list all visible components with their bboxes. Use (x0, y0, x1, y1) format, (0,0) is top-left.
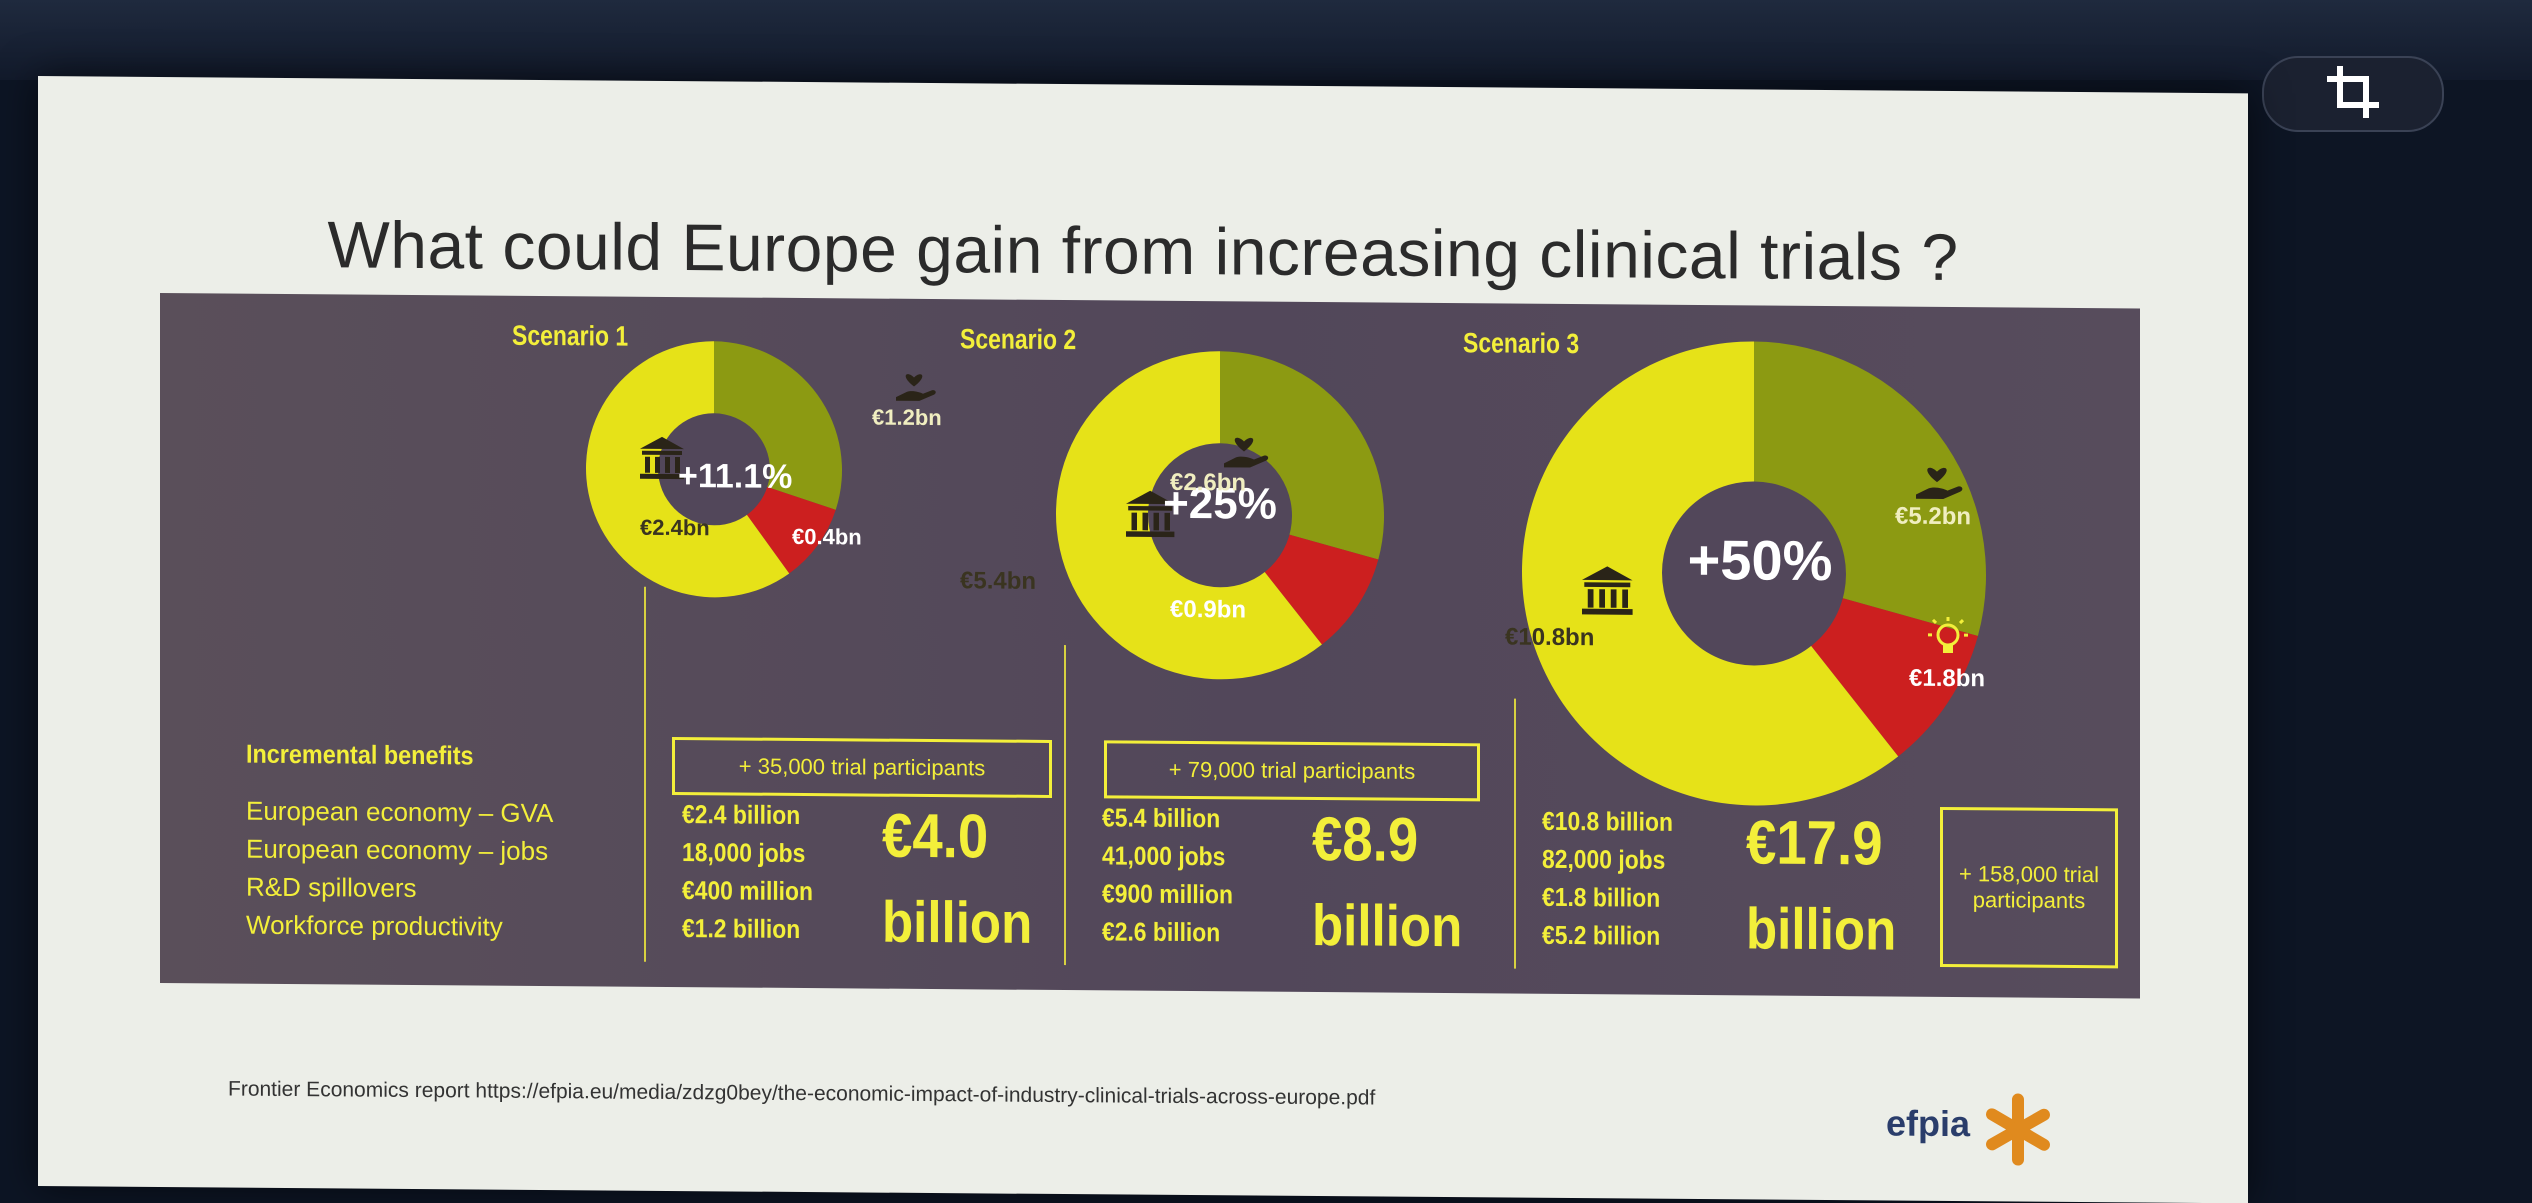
scenario-2-workforce-label: €2.6bn (1170, 469, 1246, 498)
scenario-1-workforce-label: €1.2bn (872, 405, 942, 432)
room-background (0, 0, 2532, 80)
scenario-2-title: Scenario 2 (960, 323, 1076, 356)
scenario-3-rnd-label: €1.8bn (1909, 665, 1985, 694)
row-label-jobs: European economy – jobs (246, 834, 548, 867)
source-note: Frontier Economics report https://efpia.… (228, 1077, 1375, 1110)
scenario-1-title: Scenario 1 (512, 320, 628, 353)
scenario-1-gva-label: €2.4bn (640, 515, 710, 542)
scenario-1-growth: +11.1% (678, 457, 778, 497)
scenario-3-gva-value: €10.8 billion (1542, 806, 1673, 838)
scenario-2-total: €8.9 (1312, 804, 1418, 876)
scenario-3-jobs-value: 82,000 jobs (1542, 844, 1665, 876)
scenario-2-gva-value: €5.4 billion (1102, 802, 1220, 834)
scenario-3-workforce-value: €5.2 billion (1542, 920, 1660, 952)
scenario-1-total-unit: billion (882, 889, 1032, 957)
crop-button[interactable] (2262, 56, 2444, 132)
scenario-3-rnd-value: €1.8 billion (1542, 882, 1660, 914)
scenario-2-participants: + 79,000 trial participants (1104, 740, 1480, 801)
efpia-logo-icon (1978, 1089, 2058, 1170)
presentation-slide: What could Europe gain from increasing c… (38, 76, 2248, 1203)
scenario-1-participants: + 35,000 trial participants (672, 737, 1052, 798)
scenario-3-total-unit: billion (1746, 895, 1896, 963)
scenario-3-total: €17.9 (1746, 807, 1883, 879)
scenario-1-workforce-value: €1.2 billion (682, 913, 800, 945)
scenario-1-gva-value: €2.4 billion (682, 799, 800, 831)
column-divider (1514, 699, 1516, 969)
scenario-3-gva-label: €10.8bn (1505, 624, 1594, 653)
scenario-2-jobs-value: 41,000 jobs (1102, 840, 1225, 872)
scenario-3-participants: + 158,000 trial participants (1940, 807, 2118, 968)
scenario-1-rnd-value: €400 million (682, 875, 813, 907)
scenario-2-gva-label: €5.4bn (960, 567, 1036, 596)
row-label-gva: European economy – GVA (246, 796, 553, 829)
column-divider (644, 587, 646, 962)
scenario-2-rnd-label: €0.9bn (1170, 596, 1246, 625)
scenario-3-growth: +50% (1680, 527, 1840, 593)
efpia-logo-text: efpia (1886, 1103, 1970, 1146)
scenario-1-heart-hand-icon (896, 374, 936, 401)
scenario-3-title: Scenario 3 (1463, 327, 1579, 360)
row-label-rnd: R&D spillovers (246, 872, 417, 904)
row-label-workforce: Workforce productivity (246, 910, 503, 943)
scenario-1-rnd-label: €0.4bn (792, 524, 862, 551)
column-divider (1064, 645, 1066, 965)
scenario-1-total: €4.0 (882, 801, 988, 873)
scenario-2-workforce-value: €2.6 billion (1102, 916, 1220, 948)
scenario-3-workforce-label: €5.2bn (1895, 503, 1971, 532)
benefits-heading: Incremental benefits (246, 739, 474, 772)
scenario-2-rnd-value: €900 million (1102, 878, 1233, 910)
scenario-1-jobs-value: 18,000 jobs (682, 837, 805, 869)
scenario-2-total-unit: billion (1312, 892, 1462, 960)
slide-title: What could Europe gain from increasing c… (38, 204, 2248, 297)
chart-panel: Scenario 1 Scenario 2 Scenario 3 +11.1% … (160, 293, 2140, 999)
crop-icon (2326, 65, 2380, 124)
